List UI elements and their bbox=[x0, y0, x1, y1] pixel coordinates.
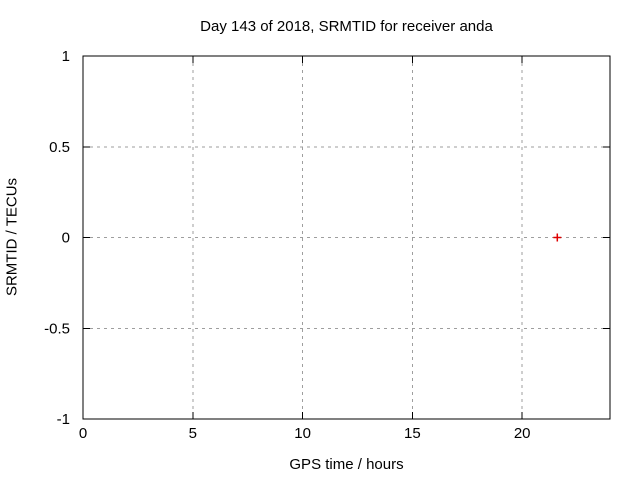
y-tick-label: 0.5 bbox=[49, 139, 70, 156]
x-axis-title: GPS time / hours bbox=[289, 456, 404, 473]
x-tick-label: 5 bbox=[189, 425, 197, 442]
y-axis-title: SRMTID / TECUs bbox=[3, 177, 21, 297]
x-tick-label: 15 bbox=[404, 425, 421, 442]
x-tick-label: 10 bbox=[294, 425, 311, 442]
y-tick-label: -1 bbox=[57, 411, 70, 428]
chart-title: Day 143 of 2018, SRMTID for receiver and… bbox=[200, 18, 493, 35]
y-tick-label: -0.5 bbox=[44, 320, 70, 337]
x-tick-label: 20 bbox=[514, 425, 531, 442]
y-tick-label: 1 bbox=[62, 48, 70, 65]
x-tick-label: 0 bbox=[79, 425, 87, 442]
y-tick-label: 0 bbox=[62, 230, 70, 247]
